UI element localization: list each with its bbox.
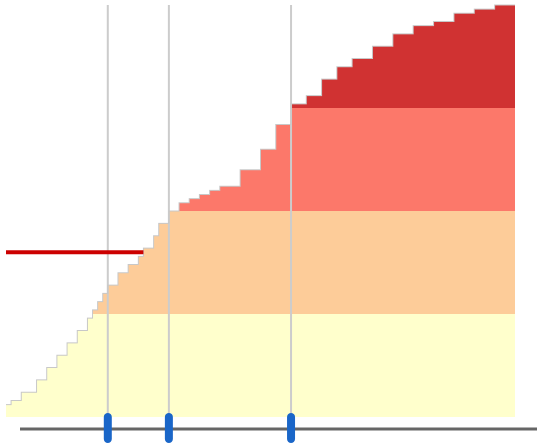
band-group <box>6 5 515 417</box>
band-4 <box>6 5 515 108</box>
marker-3 <box>287 413 295 443</box>
band-1 <box>6 314 515 417</box>
marker-1 <box>104 413 112 443</box>
marker-2 <box>165 413 173 443</box>
band-2 <box>6 211 515 314</box>
